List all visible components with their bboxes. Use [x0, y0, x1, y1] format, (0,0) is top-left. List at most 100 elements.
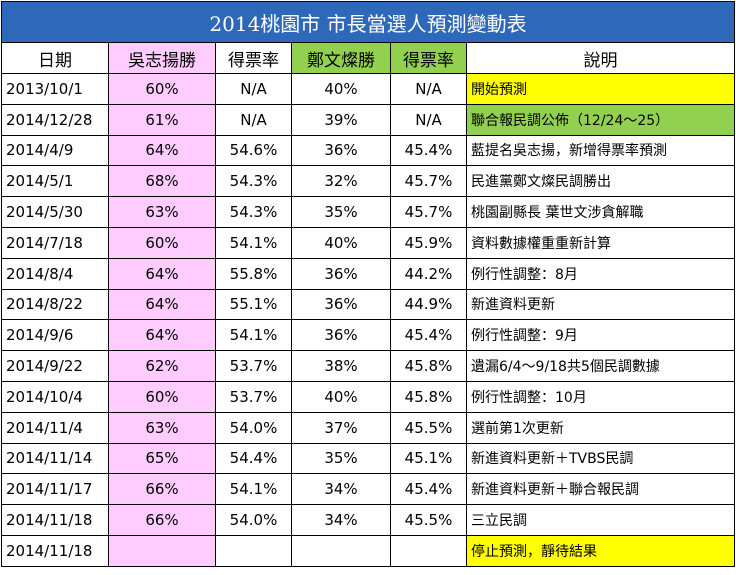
cell-wu-vote: 54.4%: [215, 442, 292, 475]
cell-cheng-win: 35%: [291, 196, 391, 228]
cell-cheng-vote: 45.4%: [390, 134, 467, 167]
table-row: 2014/11/4 63% 54.0% 37% 45.5% 選前第1次更新: [1, 411, 736, 444]
cell-cheng-win: 38%: [291, 350, 391, 382]
cell-wu-vote: [215, 534, 292, 567]
table-row: 2014/12/28 61% N/A 39% N/A 聯合報民調公佈（12/24～25）: [1, 103, 736, 136]
cell-wu-win: 60%: [108, 73, 216, 105]
cell-date: 2014/7/18: [1, 226, 109, 259]
cell-wu-win: 64%: [108, 257, 216, 290]
cell-cheng-win: 40%: [291, 226, 391, 259]
cell-cheng-win: 36%: [291, 319, 391, 352]
table-row: 2014/11/18 66% 54.0% 34% 45.5% 三立民調: [1, 504, 736, 536]
cell-cheng-vote: [390, 534, 467, 567]
cell-date: 2014/5/30: [1, 196, 109, 228]
cell-wu-win: 64%: [108, 288, 216, 321]
cell-note: 三立民調: [465, 504, 736, 536]
cell-wu-vote: 54.3%: [215, 196, 292, 228]
cell-cheng-vote: 45.5%: [390, 504, 467, 536]
cell-wu-vote: 54.0%: [215, 411, 292, 444]
cell-note: 例行性調整：8月: [465, 257, 736, 290]
cell-cheng-vote: 44.2%: [390, 257, 467, 290]
cell-date: 2013/10/1: [1, 73, 109, 105]
cell-cheng-vote: 45.8%: [390, 350, 467, 382]
cell-date: 2014/12/28: [1, 103, 109, 136]
cell-wu-vote: N/A: [215, 73, 292, 105]
cell-wu-win: 66%: [108, 504, 216, 536]
cell-wu-win: 66%: [108, 473, 216, 506]
cell-cheng-win: 35%: [291, 442, 391, 475]
cell-wu-win: [108, 534, 216, 567]
cell-cheng-vote: 45.7%: [390, 165, 467, 198]
cell-wu-win: 63%: [108, 411, 216, 444]
cell-wu-vote: 54.0%: [215, 504, 292, 536]
cell-date: 2014/4/9: [1, 134, 109, 167]
cell-cheng-win: 36%: [291, 288, 391, 321]
cell-note: 例行性調整：9月: [465, 319, 736, 352]
cell-wu-win: 64%: [108, 319, 216, 352]
title-row: 2014桃園市 市長當選人預測變動表: [0, 1, 736, 43]
cell-note: 民進黨鄭文燦民調勝出: [465, 165, 736, 198]
table-row: 2014/9/6 64% 54.1% 36% 45.4% 例行性調整：9月: [1, 319, 736, 352]
cell-note: 新進資料更新＋聯合報民調: [465, 473, 736, 506]
cell-date: 2014/9/22: [1, 350, 109, 382]
cell-date: 2014/8/4: [1, 257, 109, 290]
cell-cheng-win: 36%: [291, 257, 391, 290]
cell-wu-vote: 55.1%: [215, 288, 292, 321]
cell-cheng-vote: 45.7%: [390, 196, 467, 228]
table-row: 2014/5/30 63% 54.3% 35% 45.7% 桃園副縣長 葉世文涉貪解職: [1, 196, 736, 228]
cell-wu-vote: 53.7%: [215, 380, 292, 413]
cell-wu-win: 65%: [108, 442, 216, 475]
cell-wu-vote: 53.7%: [215, 350, 292, 382]
cell-date: 2014/5/1: [1, 165, 109, 198]
table-row: 2014/11/14 65% 54.4% 35% 45.1% 新進資料更新＋TVBS民調: [1, 442, 736, 475]
table-row: 2014/8/4 64% 55.8% 36% 44.2% 例行性調整：8月: [1, 257, 736, 290]
cell-date: 2014/11/18: [1, 504, 109, 536]
cell-wu-win: 64%: [108, 134, 216, 167]
cell-note: 新進資料更新＋TVBS民調: [465, 442, 736, 475]
cell-note: 聯合報民調公佈（12/24～25）: [465, 103, 736, 136]
cell-cheng-win: 37%: [291, 411, 391, 444]
header-row: 日期 吳志揚勝 得票率 鄭文燦勝 得票率 說明: [1, 42, 736, 74]
table-row: 2014/11/17 66% 54.1% 34% 45.4% 新進資料更新＋聯合報民調: [1, 473, 736, 506]
cell-cheng-vote: 45.8%: [390, 380, 467, 413]
table-row: 2014/10/4 60% 53.7% 40% 45.8% 例行性調整：10月: [1, 380, 736, 413]
cell-cheng-vote: 45.4%: [390, 473, 467, 506]
cell-note: 藍提名吳志揚，新增得票率預測: [465, 134, 736, 167]
table-row: 2014/7/18 60% 54.1% 40% 45.9% 資料數據權重重新計算: [1, 226, 736, 259]
cell-cheng-win: 32%: [291, 165, 391, 198]
cell-wu-win: 62%: [108, 350, 216, 382]
cell-note: 桃園副縣長 葉世文涉貪解職: [465, 196, 736, 228]
header-cheng-vote: 得票率: [390, 42, 467, 74]
cell-cheng-win: 40%: [291, 380, 391, 413]
cell-cheng-vote: N/A: [390, 73, 467, 105]
cell-date: 2014/11/14: [1, 442, 109, 475]
cell-wu-win: 63%: [108, 196, 216, 228]
cell-cheng-win: 39%: [291, 103, 391, 136]
cell-note: 選前第1次更新: [465, 411, 736, 444]
cell-cheng-vote: N/A: [390, 103, 467, 136]
cell-date: 2014/11/4: [1, 411, 109, 444]
cell-cheng-win: 34%: [291, 473, 391, 506]
header-wu-vote: 得票率: [215, 42, 292, 74]
cell-note: 停止預測，靜待結果: [465, 534, 736, 567]
cell-cheng-vote: 45.9%: [390, 226, 467, 259]
cell-note: 新進資料更新: [465, 288, 736, 321]
cell-date: 2014/8/22: [1, 288, 109, 321]
cell-cheng-vote: 45.1%: [390, 442, 467, 475]
cell-wu-vote: N/A: [215, 103, 292, 136]
cell-wu-vote: 54.1%: [215, 226, 292, 259]
cell-cheng-win: 34%: [291, 504, 391, 536]
header-date: 日期: [1, 42, 109, 74]
table-title: 2014桃園市 市長當選人預測變動表: [0, 1, 736, 43]
cell-wu-win: 60%: [108, 380, 216, 413]
table-row: 2014/5/1 68% 54.3% 32% 45.7% 民進黨鄭文燦民調勝出: [1, 165, 736, 198]
table-row: 2013/10/1 60% N/A 40% N/A 開始預測: [1, 73, 736, 105]
cell-note: 遺漏6/4～9/18共5個民調數據: [465, 350, 736, 382]
cell-cheng-vote: 45.4%: [390, 319, 467, 352]
cell-cheng-win: 40%: [291, 73, 391, 105]
cell-wu-vote: 54.3%: [215, 165, 292, 198]
cell-date: 2014/11/18: [1, 534, 109, 567]
header-note: 說明: [465, 42, 736, 74]
